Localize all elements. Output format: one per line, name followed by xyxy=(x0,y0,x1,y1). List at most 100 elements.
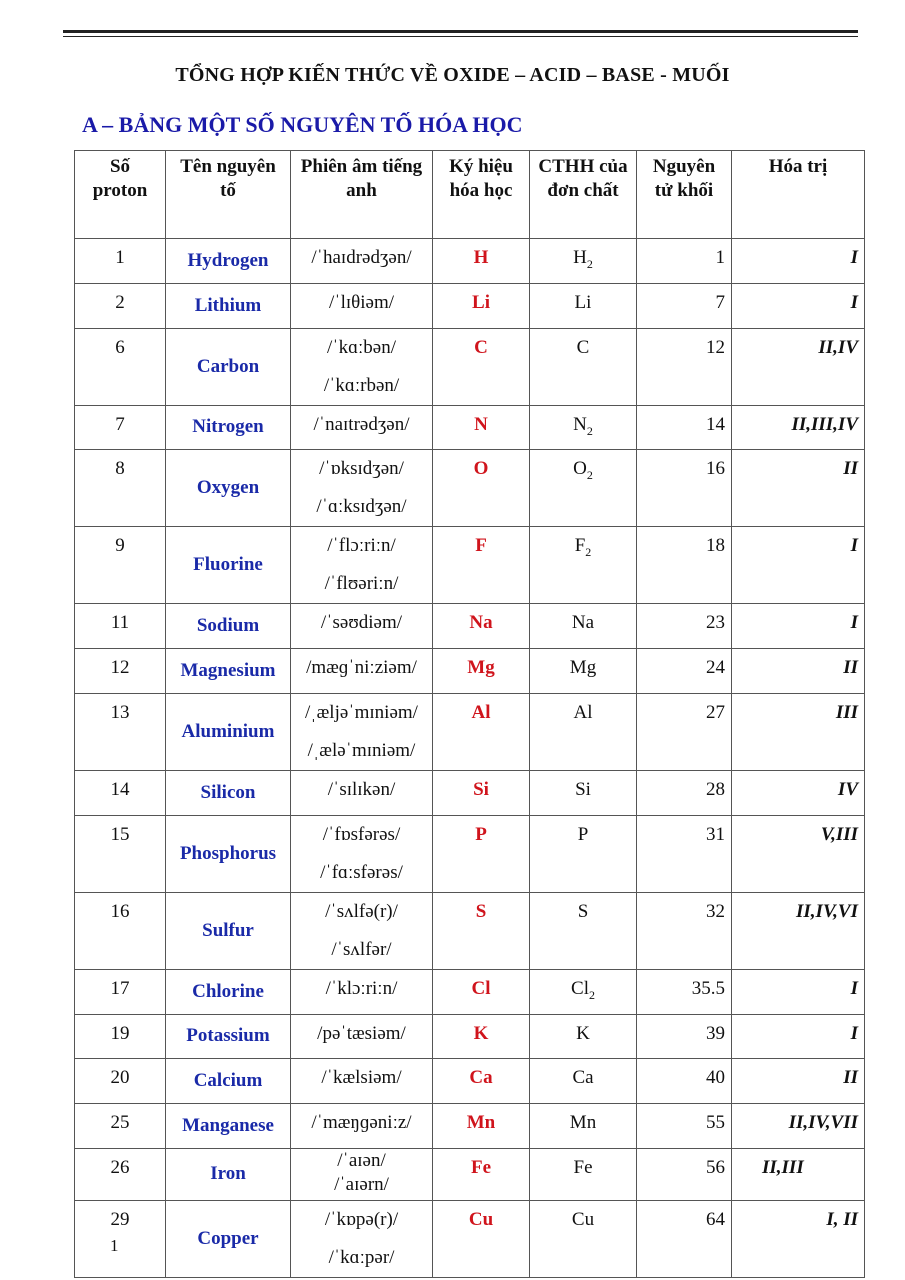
symbol-cell: Mn xyxy=(432,1103,530,1149)
top-rule-thin xyxy=(63,36,858,37)
phonetic-cell: /ˈsɪlɪkən/ xyxy=(290,769,433,816)
valence-cell: IV xyxy=(731,769,865,816)
proton-cell: 26 xyxy=(74,1147,166,1201)
symbol-cell: Na xyxy=(432,603,530,650)
table-row: 9 Fluorine /ˈflɔːriːn//ˈflʊəriːn/ F F2 1… xyxy=(74,526,865,605)
symbol-cell: Al xyxy=(432,692,530,771)
formula-cell: Mg xyxy=(529,648,637,694)
mass-cell: 39 xyxy=(636,1013,732,1060)
table-header-row: Số proton Tên nguyên tố Phiên âm tiếng a… xyxy=(74,150,865,239)
element-name: Sulfur xyxy=(165,891,291,970)
formula-base: Fe xyxy=(573,1156,593,1178)
element-name: Sodium xyxy=(165,603,291,650)
formula-cell: Al xyxy=(529,692,637,771)
element-name: Hydrogen xyxy=(165,238,291,284)
symbol-cell: Fe xyxy=(432,1147,530,1201)
phonetic-line: /ˌæljəˈmɪniəm/ xyxy=(305,701,418,723)
symbol-cell: K xyxy=(432,1013,530,1060)
mass-cell: 28 xyxy=(636,769,732,816)
phonetic-line: /mæɡˈniːziəm/ xyxy=(306,657,417,679)
proton-cell: 20 xyxy=(74,1058,166,1105)
valence-cell: I xyxy=(731,282,865,329)
phonetic-line: /ˈsʌlfə(r)/ xyxy=(325,900,398,922)
table-row: 7 Nitrogen /ˈnaɪtrədʒən/ N N2 14 II,III,… xyxy=(74,404,865,451)
proton-cell: 16 xyxy=(74,891,166,970)
phonetic-line: /ˈkælsiəm/ xyxy=(321,1067,402,1089)
phonetic-cell: /ˈflɔːriːn/ /ˈflʊəriːn/ xyxy=(290,526,433,605)
formula-base: S xyxy=(577,900,589,922)
document-title: TỔNG HỢP KIẾN THỨC VỀ OXIDE – ACID – BAS… xyxy=(175,64,730,86)
proton-cell: 17 xyxy=(74,968,166,1015)
phonetic-line: /ˈaɪən/ xyxy=(337,1149,386,1171)
mass-cell: 7 xyxy=(636,282,732,329)
element-name: Nitrogen xyxy=(165,404,291,451)
formula-base: Cu xyxy=(571,1208,595,1230)
phonetic-cell: /ˈklɔːriːn/ xyxy=(290,968,433,1015)
mass-cell: 27 xyxy=(636,692,732,771)
symbol-cell: Cu xyxy=(432,1199,530,1278)
phonetic-line: /ˌæləˈmɪniəm/ xyxy=(307,739,416,761)
proton-cell: 9 xyxy=(74,526,166,605)
mass-cell: 24 xyxy=(636,648,732,694)
header-phonetic: Phiên âm tiếng anh xyxy=(290,150,433,239)
element-name: Oxygen xyxy=(165,449,291,528)
formula-cell: O2 xyxy=(529,449,637,528)
phonetic-line: /pəˈtæsiəm/ xyxy=(317,1022,406,1044)
phonetic-line: /ˈkɒpə(r)/ xyxy=(324,1208,399,1230)
formula-base: Cl xyxy=(571,977,589,999)
formula-base: F xyxy=(574,535,586,557)
phonetic-line: /ˈaɪərn/ xyxy=(334,1173,389,1195)
element-name: Silicon xyxy=(165,769,291,816)
valence-cell: II,IV xyxy=(731,327,865,406)
proton-cell: 1 xyxy=(74,238,166,284)
valence-cell: I xyxy=(731,603,865,650)
table-row: 29 Copper /ˈkɒpə(r)/ /ˈkɑːpər/ Cu Cu 64 I… xyxy=(74,1199,865,1278)
valence-cell: II,IV,VI xyxy=(731,891,865,970)
element-name: Fluorine xyxy=(165,526,291,605)
formula-cell: K xyxy=(529,1013,637,1060)
phonetic-cell: /ˈmæŋɡəniːz/ xyxy=(290,1103,433,1149)
formula-base: Mn xyxy=(569,1112,597,1134)
table-row: 14 Silicon /ˈsɪlɪkən/ Si Si 28 IV xyxy=(74,769,865,816)
mass-cell: 55 xyxy=(636,1103,732,1149)
phonetic-line: /ˈsʌlfər/ xyxy=(331,938,392,960)
table-row: 8 Oxygen /ˈɒksɪdʒən//ˈɑːksɪdʒən/ O O2 16… xyxy=(74,449,865,528)
mass-cell: 32 xyxy=(636,891,732,970)
table-row: 17 Chlorine /ˈklɔːriːn/ Cl Cl2 35.5 I xyxy=(74,968,865,1015)
phonetic-line: /ˈkɑːrbən/ xyxy=(323,374,400,396)
formula-base: H xyxy=(573,247,587,268)
symbol-cell: O xyxy=(432,449,530,528)
proton-cell: 19 xyxy=(74,1013,166,1060)
element-name: Phosphorus xyxy=(165,814,291,893)
formula-base: C xyxy=(576,336,590,358)
phonetic-cell: /ˈlɪθiəm/ xyxy=(290,282,433,329)
formula-cell: Si xyxy=(529,769,637,816)
phonetic-line: /ˈkɑːbən/ xyxy=(326,336,397,358)
phonetic-line: /ˈflʊəriːn/ xyxy=(324,573,399,595)
table-row: 19 Potassium /pəˈtæsiəm/ K K 39 I xyxy=(74,1013,865,1060)
formula-subscript: 2 xyxy=(586,468,593,483)
phonetic-line: /ˈsəʊdiəm/ xyxy=(320,612,403,634)
formula-cell: Cl2 xyxy=(529,968,637,1015)
formula-base: Mg xyxy=(569,657,597,679)
formula-base: Si xyxy=(575,778,591,800)
proton-cell: 12 xyxy=(74,648,166,694)
phonetic-line: /ˈɒksɪdʒən/ xyxy=(319,458,404,480)
header-proton: Số proton xyxy=(74,150,166,239)
formula-cell: Mn xyxy=(529,1103,637,1149)
formula-subscript: 2 xyxy=(586,423,593,438)
formula-subscript: 2 xyxy=(588,987,595,1002)
phonetic-line: /ˈmæŋɡəniːz/ xyxy=(311,1112,412,1134)
table-row: 16 Sulfur /ˈsʌlfə(r)/ /ˈsʌlfər/ S S 32 II… xyxy=(74,891,865,970)
phonetic-line: /ˈnaɪtrədʒən/ xyxy=(313,413,410,435)
formula-base: N xyxy=(573,413,587,435)
phonetic-line: /ˈfɒsfərəs/ xyxy=(322,823,401,845)
mass-cell: 14 xyxy=(636,404,732,451)
valence-cell: I, II xyxy=(731,1199,865,1278)
formula-base: K xyxy=(576,1022,590,1044)
symbol-cell: Si xyxy=(432,769,530,816)
formula-base: P xyxy=(577,823,589,845)
header-valence: Hóa trị xyxy=(731,150,865,239)
phonetic-cell: /ˈsəʊdiəm/ xyxy=(290,603,433,650)
formula-cell: N2 xyxy=(529,404,637,451)
